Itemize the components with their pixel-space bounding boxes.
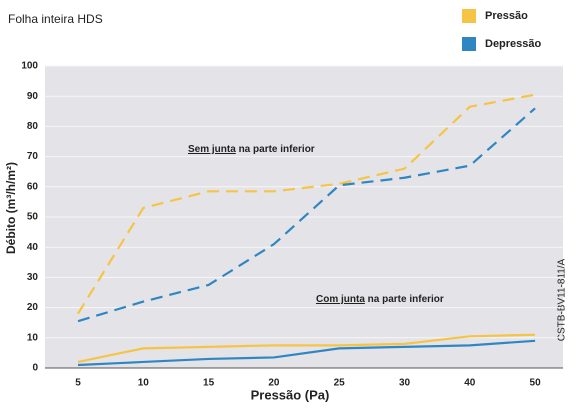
y-tick-label: 40 (27, 242, 39, 253)
annotation-underlined: Com junta (316, 294, 365, 305)
annotation-underlined: Sem junta (188, 144, 236, 155)
source-note: CSTB-BV11-811/A (557, 258, 568, 341)
chart-title: Folha inteira HDS (8, 12, 103, 26)
annotation: Com junta na parte inferior (316, 294, 444, 305)
y-tick-label: 60 (27, 181, 39, 192)
y-tick-label: 80 (27, 121, 39, 132)
y-tick-label: 90 (27, 91, 39, 102)
x-tick-label: 10 (138, 378, 150, 389)
line-solid (77, 339, 536, 367)
annotation-text: na parte inferior (365, 294, 444, 305)
y-tick-label: 50 (27, 212, 39, 223)
legend-swatch (462, 9, 476, 23)
x-tick-label: 30 (399, 378, 411, 389)
x-tick-label: 5 (75, 378, 81, 389)
y-tick-label: 70 (27, 151, 39, 162)
y-tick-label: 0 (32, 363, 38, 374)
annotation: Sem junta na parte inferior (188, 144, 315, 155)
y-tick-label: 10 (27, 332, 39, 343)
x-tick-label: 15 (203, 378, 215, 389)
annotation-text: na parte inferior (236, 144, 315, 155)
legend-label: Pressão (485, 10, 528, 22)
x-tick-label: 25 (334, 378, 346, 389)
line-solid (77, 333, 536, 364)
x-tick-label: 20 (268, 378, 280, 389)
x-axis-label: Pressão (Pa) (251, 387, 330, 402)
legend-label: Depressão (485, 38, 542, 50)
y-tick-label: 100 (21, 61, 38, 72)
y-axis-label: Débito (m³/h/m²) (4, 162, 18, 254)
x-tick-label: 50 (530, 378, 542, 389)
x-tick-label: 40 (464, 378, 476, 389)
y-tick-label: 20 (27, 302, 39, 313)
line-dashed (77, 107, 536, 323)
line-dashed (77, 93, 536, 315)
legend-swatch (462, 37, 476, 51)
y-tick-label: 30 (27, 272, 39, 283)
